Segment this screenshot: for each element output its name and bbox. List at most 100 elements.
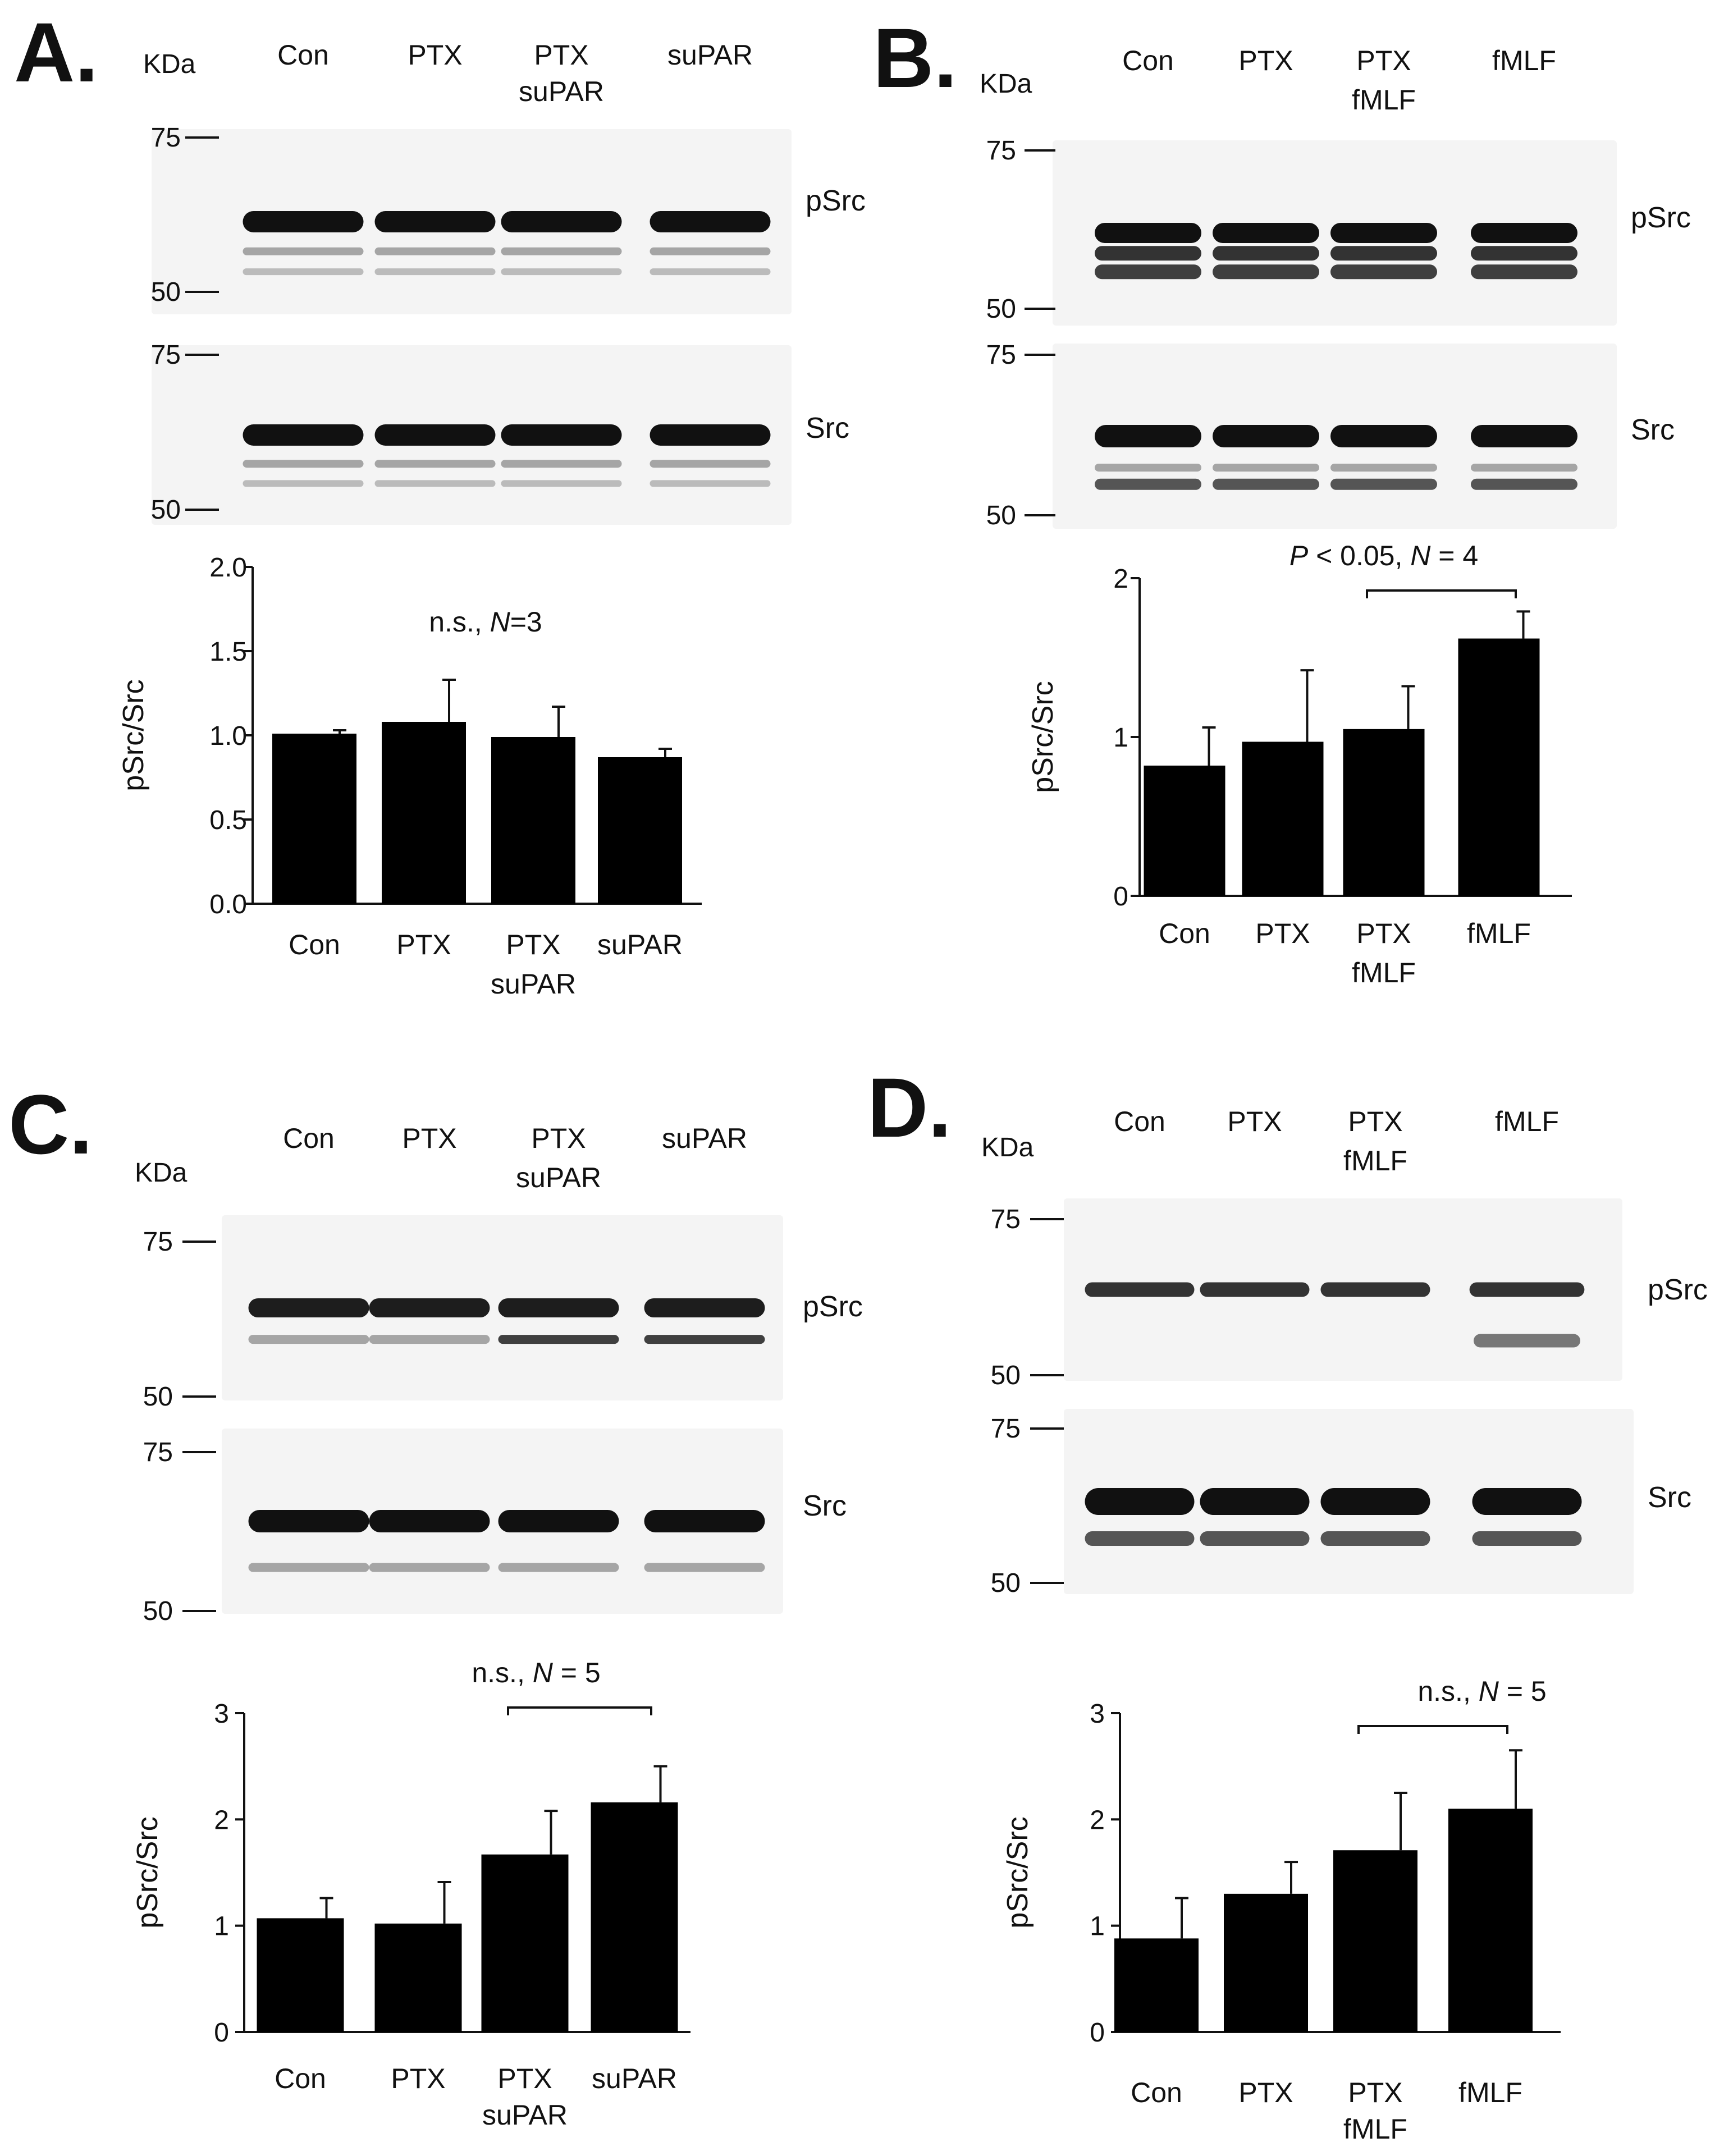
blot-band xyxy=(1474,1334,1580,1348)
blot-band xyxy=(650,480,771,487)
bar xyxy=(591,1802,678,2032)
lane-label: PTX xyxy=(408,39,462,71)
blot-band xyxy=(1200,1488,1310,1515)
lane-label: suPAR xyxy=(519,76,604,107)
blot-band xyxy=(1330,264,1437,280)
src-blot: 75 50 Src xyxy=(151,340,849,525)
lane-label: Con xyxy=(283,1123,335,1154)
x-category-label: fMLF xyxy=(1352,957,1416,988)
significance-bracket xyxy=(507,1706,652,1715)
chart-d: 0 1 2 3 pSrc/Src Con PTX PTX fMLF fMLF n.s., N = 5 xyxy=(1002,1676,1561,2145)
bar xyxy=(1458,638,1540,896)
lane-label: fMLF xyxy=(1352,84,1416,116)
blot-band xyxy=(1471,464,1577,472)
blot-band xyxy=(501,460,622,468)
marker-label-50: 50 xyxy=(986,501,1016,530)
blot-band xyxy=(1320,1531,1430,1546)
blot-band xyxy=(369,1335,490,1344)
marker-label-50: 50 xyxy=(991,1568,1021,1598)
lane-label: fMLF xyxy=(1492,45,1556,76)
blot-band xyxy=(248,1335,369,1344)
significance-annotation: n.s., N = 5 xyxy=(472,1657,600,1688)
panel-letter-d: D. xyxy=(867,1060,952,1155)
blot-band xyxy=(374,247,496,255)
x-category-label: PTX xyxy=(497,2063,552,2094)
marker-label-75: 75 xyxy=(991,1414,1021,1444)
bar xyxy=(374,1923,462,2032)
blot-band xyxy=(1472,1531,1582,1546)
x-category-label: fMLF xyxy=(1343,2113,1407,2145)
annotation-part: = 4 xyxy=(1430,540,1478,571)
psrc-blot: 75 50 pSrc xyxy=(991,1198,1708,1390)
panel-a: A. KDa Con PTX PTX suPAR suPAR 75 50 pSrc 75 50 Src xyxy=(14,5,866,525)
bar xyxy=(1242,741,1324,896)
panel-letter-b: B. xyxy=(873,11,957,105)
blot-band xyxy=(1095,425,1201,447)
bar xyxy=(481,1854,569,2032)
y-tick-label: 1 xyxy=(1090,1912,1105,1942)
bar xyxy=(272,734,356,904)
lane-label: fMLF xyxy=(1343,1145,1407,1177)
bar xyxy=(1343,729,1425,896)
significance-bracket xyxy=(1366,589,1517,598)
marker-label-75: 75 xyxy=(991,1205,1021,1234)
lane-label: PTX xyxy=(1348,1106,1402,1137)
marker-label-50: 50 xyxy=(151,495,181,525)
lane-label: Con xyxy=(277,39,329,71)
blot-label-psrc: pSrc xyxy=(803,1290,863,1323)
psrc-blot: 75 50 pSrc xyxy=(151,123,866,314)
marker-label-75: 75 xyxy=(151,123,181,153)
blot-band xyxy=(501,424,622,446)
panel-b: B. KDa Con PTX PTX fMLF fMLF 75 50 pSrc 75 50 Src xyxy=(873,11,1691,530)
annotation-part: N xyxy=(533,1657,554,1688)
blot-band xyxy=(243,268,364,276)
blot-band xyxy=(374,480,496,487)
x-category-label: Con xyxy=(1159,918,1210,949)
bar xyxy=(257,1918,344,2032)
annotation-part: N xyxy=(1479,1676,1499,1707)
blot-band xyxy=(650,268,771,276)
y-tick-label: 1.5 xyxy=(209,637,247,667)
annotation-part: n.s., xyxy=(472,1657,532,1688)
lane-label: suPAR xyxy=(667,39,753,71)
blot-band xyxy=(1472,1488,1582,1515)
blot-band xyxy=(248,1563,369,1572)
marker-label-75: 75 xyxy=(986,340,1016,370)
y-tick-label: 0 xyxy=(1090,2018,1105,2048)
blot-band xyxy=(1095,223,1201,243)
blot-band xyxy=(374,424,496,446)
blot-label-src: Src xyxy=(803,1490,847,1522)
blot-band xyxy=(1320,1488,1430,1515)
blot-band xyxy=(374,211,496,232)
lane-label: fMLF xyxy=(1495,1106,1559,1137)
blot-band xyxy=(1213,425,1319,447)
blot-band xyxy=(650,211,771,232)
blot-band xyxy=(1469,1282,1585,1297)
blot-band xyxy=(1213,478,1319,490)
significance-annotation: n.s., N=3 xyxy=(429,606,542,638)
blot-band xyxy=(243,460,364,468)
blot-band xyxy=(243,424,364,446)
psrc-blot: 75 50 pSrc xyxy=(986,136,1691,326)
significance-bracket xyxy=(1357,1725,1508,1734)
blot-band xyxy=(498,1298,619,1317)
y-tick-label: 1.0 xyxy=(209,721,247,751)
panel-d: D. KDa Con PTX PTX fMLF fMLF 75 50 pSrc 75 50 Src xyxy=(867,1060,1708,1598)
blot-label-src: Src xyxy=(1631,414,1675,446)
annotation-part: N xyxy=(490,606,511,638)
annotation-part: n.s., xyxy=(1417,1676,1478,1707)
src-blot: 75 50 Src xyxy=(991,1409,1691,1598)
y-tick-label: 2 xyxy=(1090,1805,1105,1835)
x-category-label: fMLF xyxy=(1467,918,1531,949)
bar xyxy=(1448,1809,1533,2032)
y-tick-label: 3 xyxy=(1090,1699,1105,1729)
y-tick-label: 2 xyxy=(214,1805,229,1835)
psrc-blot: 75 50 pSrc xyxy=(143,1215,863,1412)
kda-label: KDa xyxy=(980,69,1032,99)
x-category-label: Con xyxy=(1131,2077,1182,2108)
lane-label: suPAR xyxy=(662,1123,747,1154)
annotation-part: = 5 xyxy=(1499,1676,1547,1707)
blot-band xyxy=(369,1510,490,1532)
marker-label-75: 75 xyxy=(151,340,181,370)
blot-band xyxy=(1213,464,1319,472)
